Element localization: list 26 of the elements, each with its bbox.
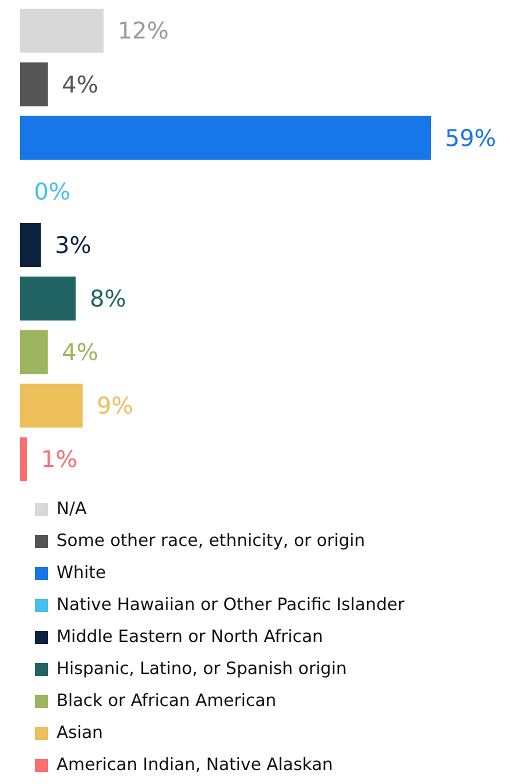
data-label: 59% xyxy=(445,126,496,152)
data-label: 9% xyxy=(96,394,134,420)
legend-label: N/A xyxy=(56,498,87,519)
data-label: 1% xyxy=(40,447,78,474)
legend-label: Black or African American xyxy=(56,690,276,711)
data-label: 0% xyxy=(34,179,70,206)
legend-label: Native Hawaiian or Other Pacific Islander xyxy=(56,594,404,615)
legend-label: Middle Eastern or North African xyxy=(56,626,324,647)
data-label: 8% xyxy=(90,286,126,313)
bar xyxy=(20,62,48,106)
legend-label: White xyxy=(56,562,106,583)
legend-label: Asian xyxy=(56,722,103,743)
data-label: 3% xyxy=(54,232,92,259)
legend-label: Some other race, ethnicity, or origin xyxy=(56,530,366,551)
data-label: 12% xyxy=(118,18,169,45)
bar xyxy=(20,437,27,482)
bar xyxy=(20,384,83,428)
data-label: 4% xyxy=(62,72,98,98)
bar xyxy=(20,116,432,160)
legend-label: American Indian, Native Alaskan xyxy=(56,754,333,775)
bar xyxy=(20,276,76,321)
bar xyxy=(20,8,104,53)
bar xyxy=(20,223,41,267)
legend-label: Hispanic, Latino, or Spanish origin xyxy=(56,658,347,679)
bar xyxy=(20,330,48,374)
data-label: 4% xyxy=(62,340,98,366)
